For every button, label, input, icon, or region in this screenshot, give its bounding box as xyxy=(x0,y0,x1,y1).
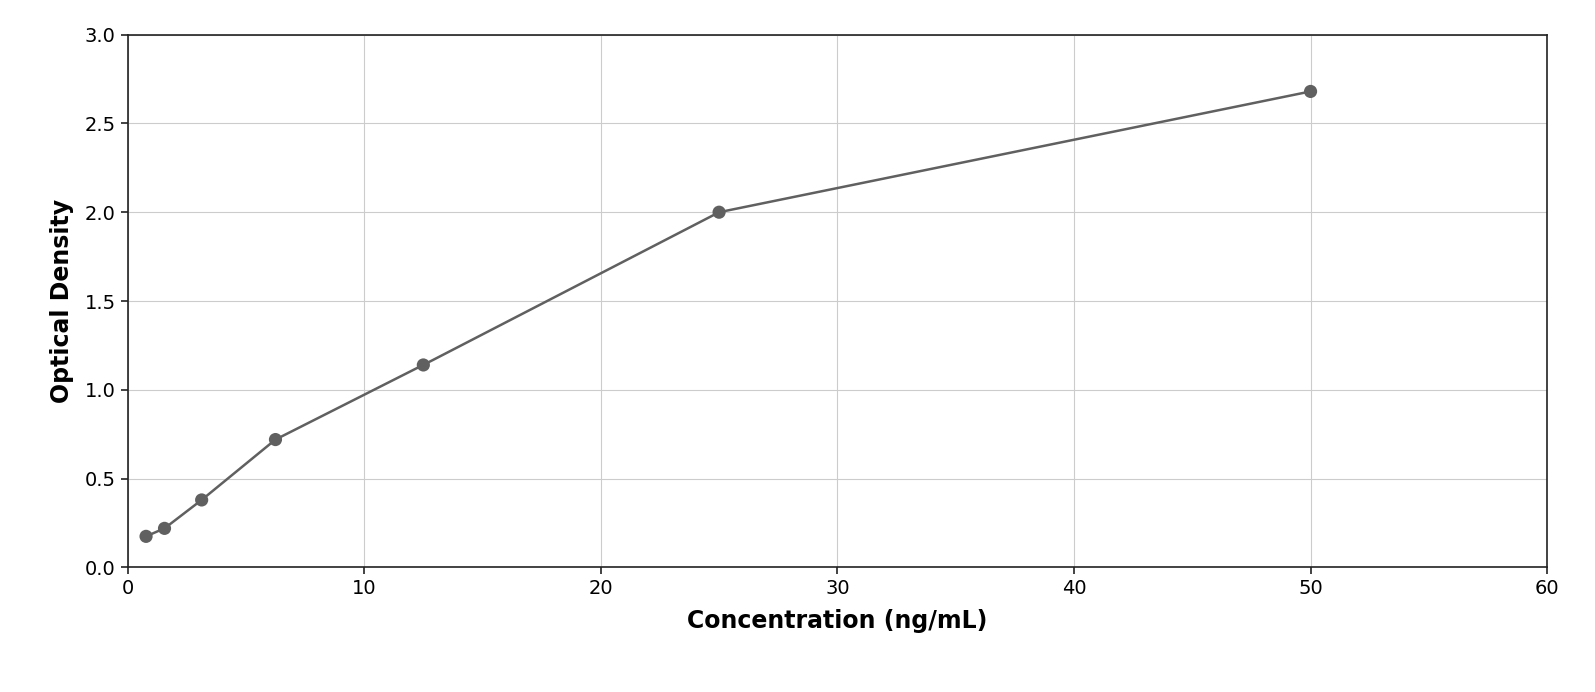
Point xyxy=(707,207,732,218)
Point xyxy=(134,531,160,542)
Point xyxy=(263,434,289,445)
Point xyxy=(410,359,435,370)
Point xyxy=(152,523,177,534)
X-axis label: Concentration (ng/mL): Concentration (ng/mL) xyxy=(687,610,987,633)
Point xyxy=(1298,86,1324,97)
Point xyxy=(188,494,214,505)
Y-axis label: Optical Density: Optical Density xyxy=(49,199,73,403)
